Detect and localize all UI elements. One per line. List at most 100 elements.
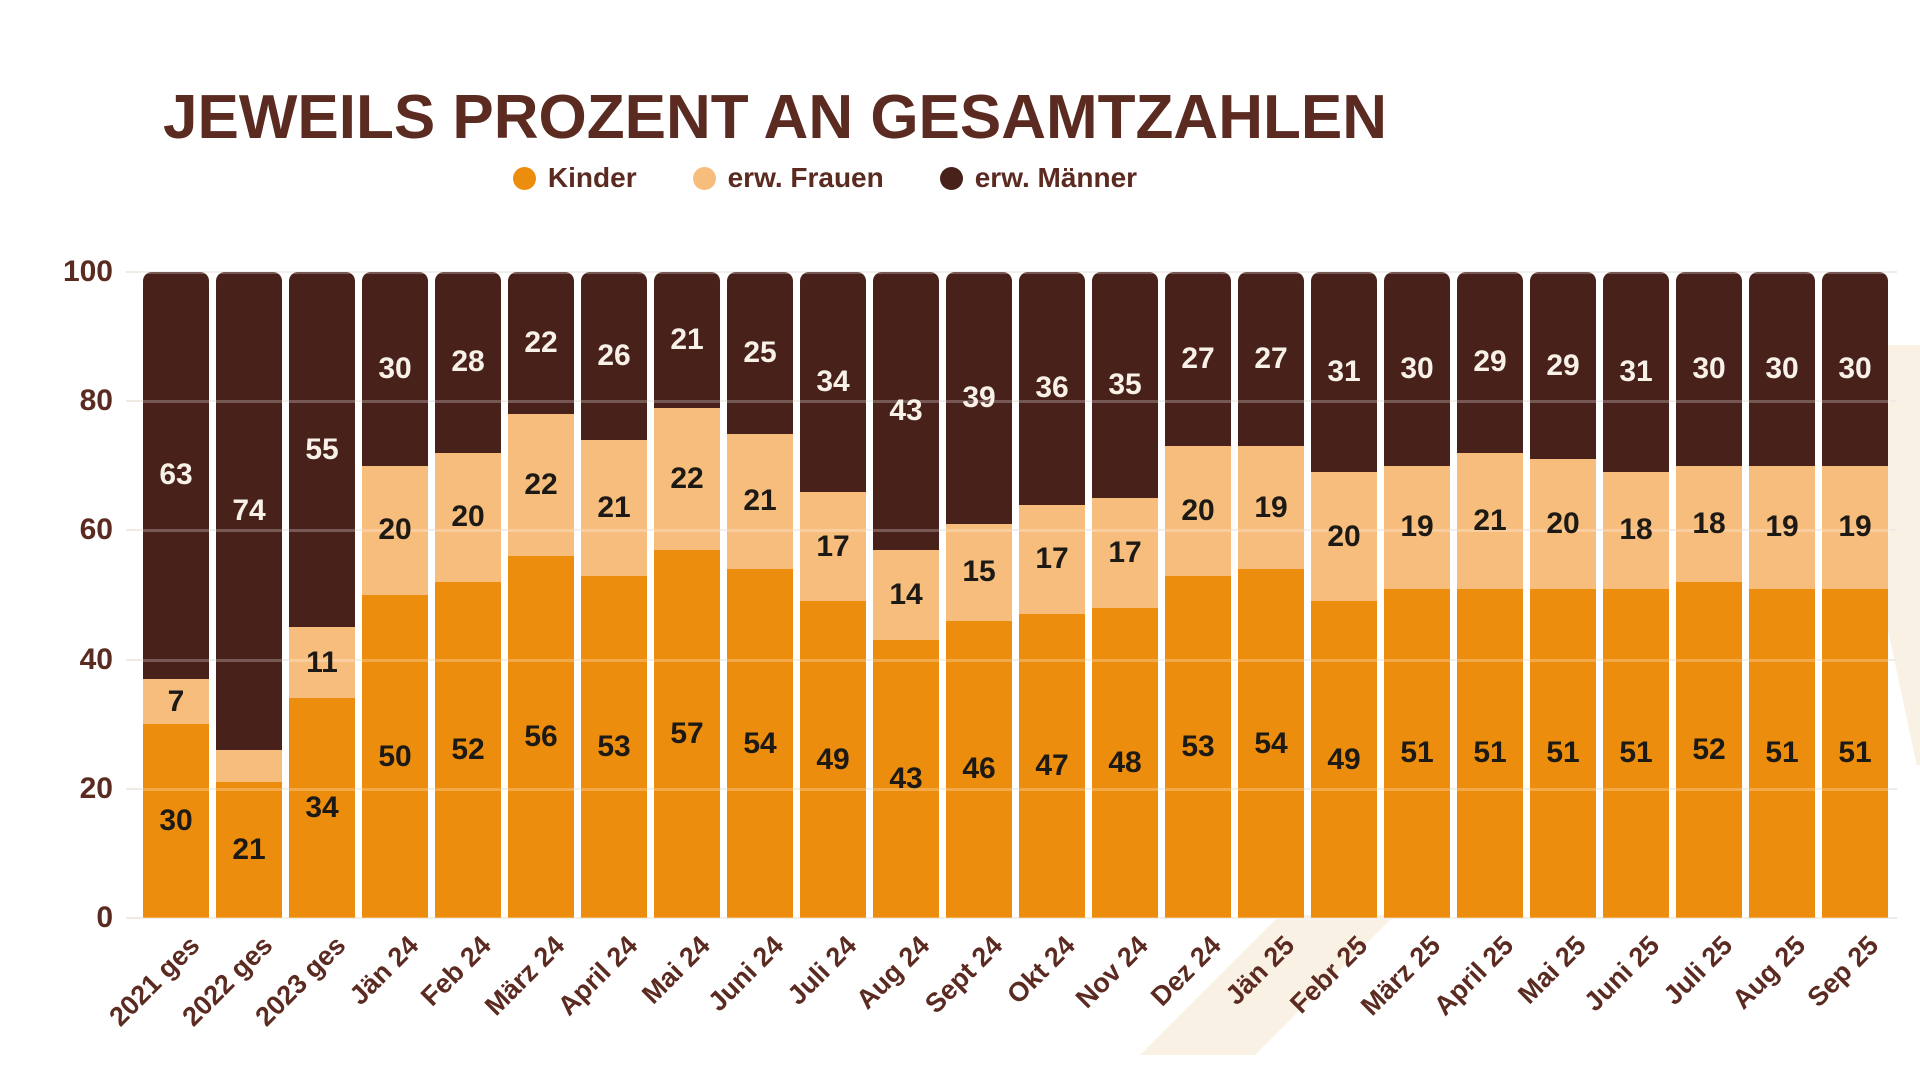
value-label-kinder-2021-ges: 30 bbox=[159, 804, 193, 838]
value-label-erw-m-nner-juni-25: 31 bbox=[1619, 355, 1653, 389]
value-label-layer: 53 bbox=[581, 576, 647, 918]
x-axis-label-aug-25: Aug 25 bbox=[1726, 930, 1812, 1015]
value-label-layer: 51 bbox=[1822, 589, 1888, 918]
bar-segment-kinder-2023-ges bbox=[289, 698, 355, 918]
legend-dot-erw-frauen bbox=[692, 166, 716, 190]
y-axis-tick-60: 60 bbox=[79, 513, 113, 547]
value-label-kinder-sep-25: 51 bbox=[1838, 736, 1872, 770]
value-label-layer: 35 bbox=[1092, 272, 1158, 498]
bar-segment-kinder-juni-24 bbox=[727, 569, 793, 918]
value-label-layer: 53 bbox=[1165, 576, 1231, 918]
bar-segment-erw-m-nner-2021-ges bbox=[143, 272, 209, 679]
value-label-layer: 17 bbox=[1092, 498, 1158, 608]
bar-segment-kinder-j-n-24 bbox=[362, 595, 428, 918]
x-axis-label-sep-25: Sep 25 bbox=[1801, 930, 1885, 1013]
bar-segment-erw-m-nner-j-n-25 bbox=[1238, 272, 1304, 447]
value-label-erw-m-nner-april-25: 29 bbox=[1473, 345, 1507, 379]
bar-segment-kinder-m-rz-24 bbox=[508, 556, 574, 918]
legend-label: Kinder bbox=[547, 162, 637, 193]
bar-segment-kinder-dez-24 bbox=[1165, 575, 1231, 918]
bar-segment-erw-m-nner-mai-25 bbox=[1530, 272, 1596, 460]
bar-segment-erw-frauen-juli-24 bbox=[800, 491, 866, 602]
bar-segment-erw-frauen-juni-24 bbox=[727, 433, 793, 570]
bar-segment-erw-frauen-aug-24 bbox=[873, 549, 939, 641]
value-label-layer: 51 bbox=[1384, 589, 1450, 918]
bar-segment-kinder-juni-25 bbox=[1603, 588, 1669, 918]
value-label-erw-m-nner-2021-ges: 63 bbox=[159, 458, 193, 492]
value-label-layer: 48 bbox=[1092, 608, 1158, 918]
value-label-layer: 18 bbox=[1603, 472, 1669, 588]
gridline-overlay-20 bbox=[140, 787, 1890, 791]
value-label-layer: 46 bbox=[946, 621, 1012, 918]
value-label-layer: 30 bbox=[1749, 272, 1815, 466]
value-label-erw-m-nner-juli-25: 30 bbox=[1692, 351, 1726, 385]
value-label-layer: 55 bbox=[289, 272, 355, 627]
x-axis-label-juli-25: Juli 25 bbox=[1657, 930, 1739, 1011]
value-label-layer: 21 bbox=[727, 434, 793, 570]
value-label-erw-m-nner-m-rz-25: 30 bbox=[1400, 351, 1434, 385]
x-axis-label-m-rz-25: März 25 bbox=[1354, 930, 1447, 1022]
bar-segment-erw-m-nner-sept-24 bbox=[946, 272, 1012, 524]
chart-title: JEWEILS PROZENT AN GESAMTZAHLEN bbox=[163, 82, 1387, 152]
bar-segment-erw-m-nner-mai-24 bbox=[654, 272, 720, 408]
x-axis-label-dez-24: Dez 24 bbox=[1145, 930, 1228, 1012]
value-label-layer: 31 bbox=[1603, 272, 1669, 472]
value-label-erw-m-nner-feb-24: 28 bbox=[451, 345, 485, 379]
value-label-layer: 51 bbox=[1603, 589, 1669, 918]
bar-segment-erw-m-nner-2023-ges bbox=[289, 272, 355, 628]
value-label-erw-frauen-febr-25: 20 bbox=[1327, 519, 1361, 553]
bar-segment-kinder-aug-24 bbox=[873, 640, 939, 918]
legend-label: erw. Männer bbox=[974, 162, 1138, 193]
legend-label: erw. Frauen bbox=[727, 162, 884, 193]
value-label-erw-m-nner-sep-25: 30 bbox=[1838, 351, 1872, 385]
value-label-layer: 21 bbox=[1457, 453, 1523, 589]
bar-segment-kinder-mai-24 bbox=[654, 549, 720, 918]
value-label-erw-frauen-m-rz-25: 19 bbox=[1400, 510, 1434, 544]
value-label-erw-frauen-feb-24: 20 bbox=[451, 500, 485, 534]
bar-segment-erw-m-nner-juli-24 bbox=[800, 272, 866, 492]
value-label-layer: 34 bbox=[800, 272, 866, 492]
bar-segment-erw-frauen-juli-25 bbox=[1676, 465, 1742, 583]
value-label-erw-frauen-2021-ges: 7 bbox=[167, 684, 185, 718]
bar-segment-erw-frauen-2021-ges bbox=[143, 678, 209, 725]
bar-segment-erw-frauen-sept-24 bbox=[946, 523, 1012, 621]
value-label-kinder-juli-25: 52 bbox=[1692, 733, 1726, 767]
x-axis-label-okt-24: Okt 24 bbox=[1001, 930, 1082, 1010]
value-label-layer: 18 bbox=[1676, 466, 1742, 582]
bar-segment-erw-m-nner-feb-24 bbox=[435, 272, 501, 453]
value-label-erw-m-nner-juli-24: 34 bbox=[816, 364, 850, 398]
value-label-kinder-nov-24: 48 bbox=[1108, 745, 1142, 779]
value-label-kinder-feb-24: 52 bbox=[451, 733, 485, 767]
bar-segment-erw-frauen-m-rz-25 bbox=[1384, 465, 1450, 589]
value-label-layer: 52 bbox=[1676, 582, 1742, 918]
value-label-layer: 19 bbox=[1749, 466, 1815, 589]
bar-segment-erw-m-nner-febr-25 bbox=[1311, 272, 1377, 473]
bar-segment-kinder-mai-25 bbox=[1530, 588, 1596, 918]
value-label-layer: 31 bbox=[1311, 272, 1377, 472]
bar-segment-kinder-nov-24 bbox=[1092, 607, 1158, 918]
value-label-layer: 7 bbox=[143, 679, 209, 724]
bar-segment-erw-m-nner-2022-ges bbox=[216, 272, 282, 751]
value-label-erw-m-nner-aug-25: 30 bbox=[1765, 351, 1799, 385]
legend: Kinder erw. Frauen erw. Männer bbox=[0, 162, 1650, 194]
bar-segment-erw-m-nner-dez-24 bbox=[1165, 272, 1231, 447]
value-label-erw-m-nner-mai-25: 29 bbox=[1546, 348, 1580, 382]
bar-segment-erw-frauen-j-n-24 bbox=[362, 465, 428, 595]
bar-segment-erw-frauen-j-n-25 bbox=[1238, 446, 1304, 570]
value-label-erw-m-nner-j-n-25: 27 bbox=[1254, 342, 1288, 376]
bar-segment-kinder-juli-24 bbox=[800, 601, 866, 918]
value-label-layer: 11 bbox=[289, 627, 355, 698]
bar-segment-kinder-j-n-25 bbox=[1238, 569, 1304, 918]
x-axis-label-m-rz-24: März 24 bbox=[478, 930, 571, 1022]
value-label-erw-frauen-dez-24: 20 bbox=[1181, 494, 1215, 527]
value-label-erw-frauen-m-rz-24: 22 bbox=[524, 468, 558, 502]
bar-segment-erw-frauen-m-rz-24 bbox=[508, 414, 574, 557]
value-label-erw-m-nner-sept-24: 39 bbox=[962, 380, 996, 414]
value-label-erw-frauen-sept-24: 15 bbox=[962, 555, 996, 589]
value-label-layer: 19 bbox=[1238, 446, 1304, 569]
value-label-layer: 56 bbox=[508, 556, 574, 918]
bar-segment-kinder-sept-24 bbox=[946, 620, 1012, 918]
value-label-erw-frauen-okt-24: 17 bbox=[1035, 542, 1069, 576]
gridline-overlay-100 bbox=[140, 271, 1890, 274]
